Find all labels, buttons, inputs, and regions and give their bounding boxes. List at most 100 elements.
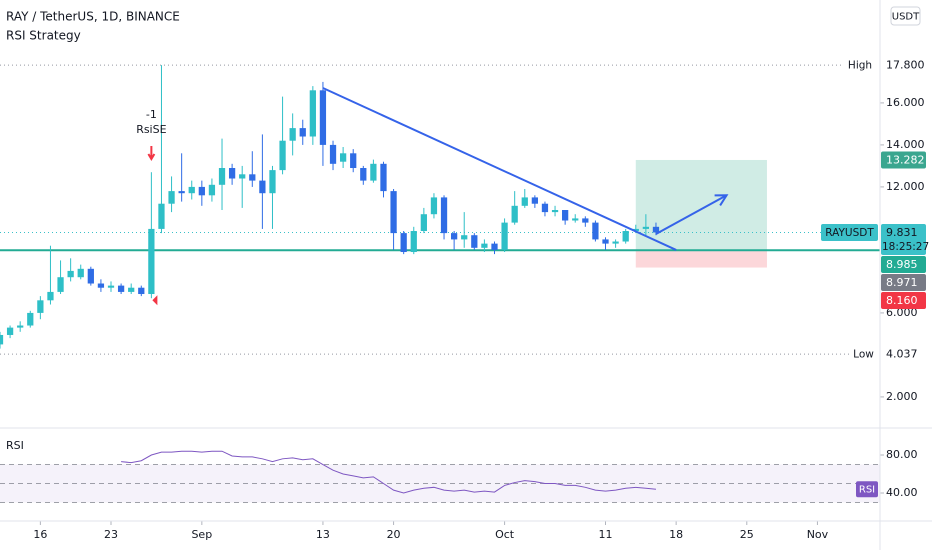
price-tag-label: RAYUSDT — [825, 227, 874, 239]
candle-body — [319, 90, 327, 145]
chart-title: RAY / TetherUS, 1D, BINANCE — [6, 10, 180, 24]
signal-label: RsiSE — [136, 123, 166, 136]
candle-body — [370, 163, 377, 181]
price-badge-label: 4.037 — [886, 348, 918, 361]
position-loss — [635, 250, 767, 268]
currency: USDT — [892, 12, 920, 23]
rsi-y-tick-label: 40.00 — [886, 486, 918, 499]
candle-body — [632, 228, 639, 232]
y-tick-label: 6.000 — [886, 306, 918, 319]
position-profit — [635, 159, 767, 251]
candle-body — [562, 210, 569, 221]
candle-body — [339, 153, 347, 162]
candle-body — [117, 285, 125, 292]
candle-body — [37, 300, 44, 313]
candle-body — [158, 203, 165, 229]
candle-body — [430, 197, 438, 215]
candle-body — [501, 222, 508, 250]
candle-body — [602, 239, 609, 244]
x-tick-label: 18 — [669, 528, 683, 541]
candle-body — [128, 287, 135, 292]
candle-body — [390, 191, 397, 234]
main-layer: -1 RsiSE 2.000 6.000 12.000 14.000 16.000 16 23 S… — [0, 65, 925, 541]
strategy-name: RSI Strategy — [6, 29, 81, 43]
candle-body — [6, 327, 14, 335]
candle-body — [541, 203, 549, 213]
rsi-y-tick-label: 80.00 — [886, 448, 918, 461]
candle-body — [168, 191, 175, 204]
candle-body — [97, 283, 105, 288]
x-tick-label: 13 — [316, 528, 330, 541]
price-badge — [881, 56, 926, 74]
x-tick-label: Sep — [191, 528, 212, 541]
candle-body — [269, 170, 276, 194]
candle-body — [249, 174, 256, 181]
candle-body — [77, 268, 84, 278]
x-tick-label: 25 — [740, 528, 754, 541]
y-tick-label: 12.000 — [886, 180, 925, 193]
signal-qty: -1 — [146, 108, 157, 121]
candle-body — [188, 186, 195, 194]
candle-body — [87, 268, 94, 284]
candle-body — [107, 285, 115, 288]
price-tag — [842, 56, 878, 74]
candle-body — [471, 235, 478, 248]
x-tick-label: 20 — [387, 528, 401, 541]
candle-body — [67, 270, 74, 278]
y-tick-label: 16.000 — [886, 96, 925, 109]
candle-body — [47, 291, 54, 301]
price-badge — [881, 345, 926, 363]
rsi-badge-label: RSI — [859, 485, 875, 496]
price-badge — [881, 223, 926, 255]
front-layer: RSI 17.800 High 13.282 9.831 18:25:27 RAYUSDT 8… — [821, 56, 929, 498]
candle-body — [521, 197, 528, 206]
candle-body — [380, 163, 387, 192]
price-badge — [881, 291, 926, 309]
candle-body — [27, 312, 34, 326]
candle-body — [622, 231, 629, 242]
candle-body — [208, 184, 216, 196]
price-badge-label: 13.282 — [886, 153, 925, 166]
arrow-line — [655, 194, 728, 235]
candle-body — [350, 153, 357, 169]
candle-body — [461, 235, 468, 240]
candle-body — [0, 334, 4, 345]
rsi-pane-label: RSI — [6, 439, 24, 452]
back-layer — [0, 64, 880, 504]
candle-body — [289, 128, 296, 141]
candle-body — [451, 233, 458, 240]
candle-body — [511, 205, 518, 223]
candle-body — [178, 191, 185, 194]
candle-body — [228, 168, 236, 179]
price-badge-label: 8.985 — [886, 258, 918, 271]
candle-body — [440, 197, 448, 234]
candle-body — [582, 218, 589, 223]
candle-body — [592, 222, 599, 240]
signal-marker — [152, 295, 158, 306]
currency-box[interactable] — [890, 6, 921, 26]
price-badge-label: 8.971 — [886, 276, 918, 289]
candle-body — [491, 243, 498, 250]
price-tag-label: High — [848, 60, 872, 72]
candle-body — [17, 325, 24, 328]
price-badge — [881, 255, 926, 273]
candle-body — [642, 226, 649, 229]
candle-body — [259, 180, 266, 194]
arrow-head — [714, 194, 729, 206]
price-countdown: 18:25:27 — [882, 241, 929, 253]
x-tick-label: 23 — [104, 528, 118, 541]
candle-body — [400, 233, 407, 253]
candle-body — [551, 210, 559, 213]
price-tag — [821, 223, 878, 241]
price-tag — [849, 345, 878, 363]
candle-body — [410, 231, 417, 253]
candle-body — [652, 226, 660, 233]
x-tick-label: Oct — [495, 528, 515, 541]
candle-body — [279, 140, 286, 171]
x-tick-label: 11 — [599, 528, 613, 541]
x-tick-label: 16 — [33, 528, 47, 541]
y-tick-label: 2.000 — [886, 390, 918, 403]
y-tick-label: 14.000 — [886, 138, 925, 151]
price-tag-label: Low — [853, 349, 874, 361]
